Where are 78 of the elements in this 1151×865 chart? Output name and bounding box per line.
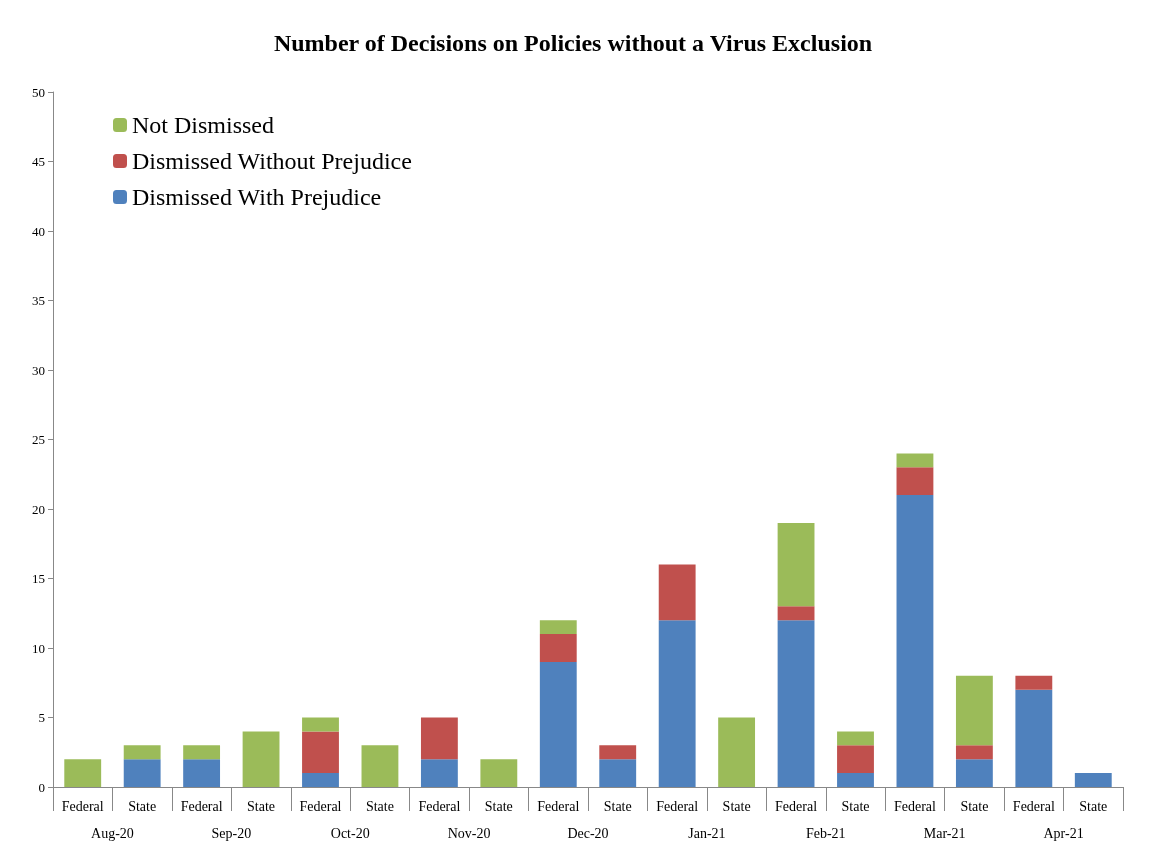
x-tick-label: Federal bbox=[893, 798, 937, 814]
x-tick-label: State bbox=[722, 798, 751, 814]
x-tick-label: State bbox=[841, 798, 870, 814]
x-tick-label: State bbox=[128, 798, 157, 814]
text: Aug-20 bbox=[91, 825, 134, 841]
x-tick-label: State bbox=[365, 798, 394, 814]
y-tick-label: 35 bbox=[32, 293, 45, 308]
text: Sep-20 bbox=[211, 825, 252, 841]
bar bbox=[718, 717, 756, 787]
x-tick-label: State bbox=[960, 798, 989, 814]
x-tick-label: Federal bbox=[656, 798, 699, 814]
bar bbox=[955, 675, 993, 746]
y-tick-label: 20 bbox=[32, 501, 45, 517]
x-tick-label: Federal bbox=[61, 798, 104, 814]
x-tick-label: Federal bbox=[299, 798, 342, 814]
bar bbox=[539, 620, 577, 635]
x-tick-label: State bbox=[1079, 798, 1108, 814]
bar bbox=[183, 745, 221, 760]
bar bbox=[777, 522, 815, 607]
bar bbox=[599, 745, 637, 760]
x-tick-label: State bbox=[603, 798, 632, 814]
bar bbox=[658, 620, 696, 787]
text: Nov-20 bbox=[447, 825, 491, 841]
y-tick-label: 15 bbox=[32, 571, 45, 586]
bar bbox=[123, 745, 161, 760]
bar bbox=[896, 495, 934, 787]
bar bbox=[302, 731, 339, 774]
bar bbox=[183, 759, 221, 787]
text: Oct-20 bbox=[330, 825, 370, 841]
bar bbox=[420, 759, 458, 787]
bar bbox=[302, 717, 339, 732]
text: Feb-21 bbox=[805, 825, 846, 841]
bar bbox=[837, 731, 874, 746]
x-tick-label: State bbox=[484, 798, 513, 814]
bar bbox=[955, 745, 993, 760]
bar bbox=[302, 773, 339, 787]
x-tick-label: Federal bbox=[1012, 798, 1055, 814]
bar bbox=[420, 717, 458, 760]
bar bbox=[837, 773, 874, 787]
chart-title: Number of Decisions on Policies without a Virus Exclusion bbox=[273, 30, 873, 56]
y-tick-label: 10 bbox=[32, 640, 45, 656]
bar bbox=[777, 620, 815, 787]
x-tick-label: Federal bbox=[775, 798, 818, 814]
legend-label: Not Dismissed bbox=[132, 112, 275, 138]
bar bbox=[242, 731, 280, 787]
bar bbox=[539, 634, 577, 662]
bar bbox=[1015, 689, 1053, 787]
bar bbox=[837, 745, 874, 774]
y-tick-label: 40 bbox=[32, 223, 45, 239]
bar bbox=[777, 606, 815, 621]
bar bbox=[955, 759, 993, 787]
bar bbox=[1015, 675, 1053, 690]
y-tick-label: 25 bbox=[32, 432, 45, 447]
bar bbox=[896, 467, 934, 496]
y-tick-label: 45 bbox=[32, 154, 45, 169]
y-tick-label: 30 bbox=[32, 362, 45, 378]
bar bbox=[599, 759, 637, 787]
bar bbox=[658, 564, 696, 621]
text: Mar-21 bbox=[923, 825, 966, 841]
y-tick-label: 50 bbox=[32, 84, 45, 100]
x-tick-label: Federal bbox=[180, 798, 223, 814]
x-tick-label: Federal bbox=[537, 798, 580, 814]
text: Apr-21 bbox=[1043, 825, 1084, 841]
bar bbox=[64, 759, 102, 787]
legend-label: Dismissed With Prejudice bbox=[132, 184, 382, 210]
bar bbox=[123, 759, 161, 787]
bar bbox=[539, 661, 577, 787]
text: Jan-21 bbox=[688, 825, 726, 841]
y-tick-label: 0 bbox=[38, 779, 45, 795]
y-tick-label: 5 bbox=[38, 710, 45, 725]
bar bbox=[1074, 773, 1112, 787]
bar bbox=[896, 453, 934, 468]
bar bbox=[480, 759, 518, 787]
bar bbox=[361, 745, 399, 787]
x-tick-label: State bbox=[247, 798, 276, 814]
x-tick-label: Federal bbox=[418, 798, 461, 814]
legend-label: Dismissed Without Prejudice bbox=[132, 148, 412, 174]
text: Dec-20 bbox=[567, 825, 609, 841]
